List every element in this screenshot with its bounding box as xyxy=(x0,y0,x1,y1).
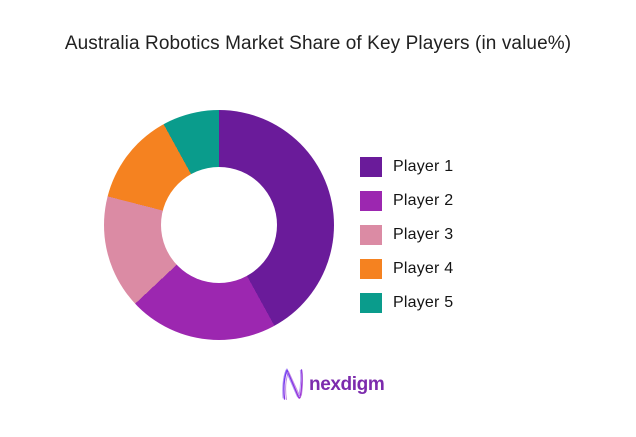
legend-label: Player 5 xyxy=(393,294,454,311)
nexdigm-logo: nexdigm xyxy=(281,368,385,401)
legend-item: Player 2 xyxy=(360,191,453,211)
legend-label: Player 3 xyxy=(393,226,454,243)
legend-item: Player 3 xyxy=(360,225,453,245)
n-wave-icon xyxy=(282,368,303,400)
legend-swatch xyxy=(360,157,382,177)
nexdigm-wordmark: nexdigm xyxy=(309,374,385,395)
legend: Player 1 Player 2 Player 3 Player 4 Play… xyxy=(360,157,453,327)
legend-swatch xyxy=(360,225,382,245)
donut-hole xyxy=(161,167,277,283)
chart-title: Australia Robotics Market Share of Key P… xyxy=(64,33,572,54)
donut-chart xyxy=(104,110,334,340)
legend-label: Player 4 xyxy=(393,260,454,277)
legend-label: Player 1 xyxy=(393,158,454,175)
legend-swatch xyxy=(360,259,382,279)
legend-swatch xyxy=(360,191,382,211)
legend-item: Player 5 xyxy=(360,293,453,313)
legend-swatch xyxy=(360,293,382,313)
legend-label: Player 2 xyxy=(393,192,454,209)
legend-item: Player 1 xyxy=(360,157,453,177)
legend-item: Player 4 xyxy=(360,259,453,279)
